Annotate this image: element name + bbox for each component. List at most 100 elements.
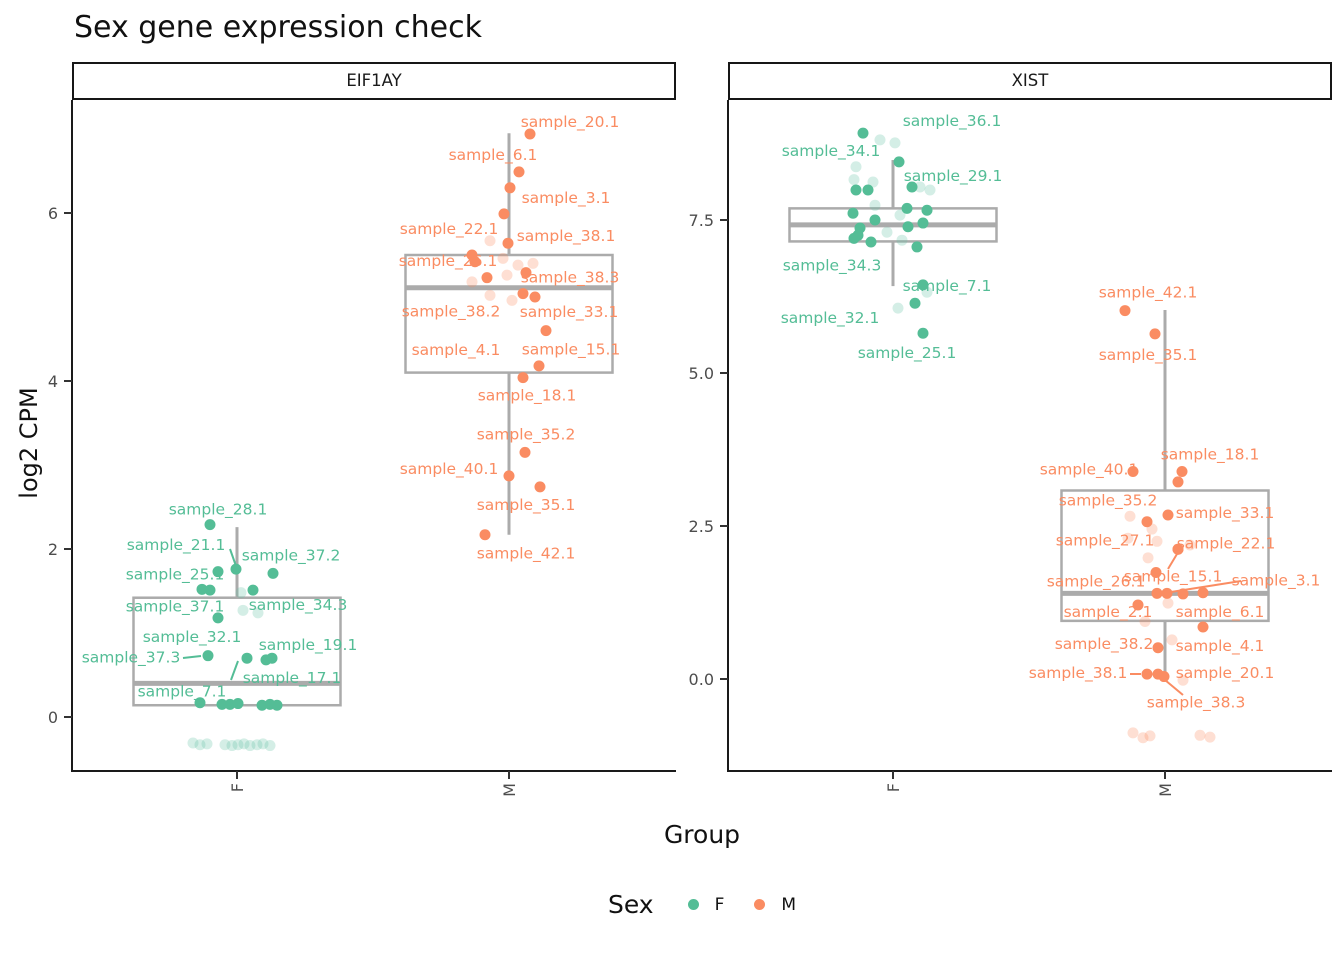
sample-label: sample_38.3 xyxy=(1147,694,1246,713)
data-point xyxy=(230,563,242,575)
data-point xyxy=(212,612,224,624)
data-point xyxy=(902,221,914,233)
data-point xyxy=(848,174,860,186)
y-tick-label: 4 xyxy=(48,372,58,391)
data-point xyxy=(1204,731,1216,743)
data-point xyxy=(1139,615,1151,627)
sample-label: sample_33.1 xyxy=(1176,504,1275,523)
legend: Sex F M xyxy=(60,890,1344,919)
x-axis-title: Group xyxy=(663,820,741,849)
plot-title: Sex gene expression check xyxy=(74,10,482,45)
data-point xyxy=(520,267,532,279)
data-point xyxy=(865,236,877,248)
data-point xyxy=(187,737,199,749)
sample-label: sample_22.1 xyxy=(400,220,499,239)
data-point xyxy=(1197,621,1209,633)
sample-label: sample_40.1 xyxy=(400,460,499,479)
sample-label: sample_3.1 xyxy=(1232,571,1321,590)
y-tick-label: 0 xyxy=(48,708,58,727)
label-leader-line xyxy=(229,548,237,567)
data-point xyxy=(267,567,279,579)
data-point xyxy=(892,302,904,314)
sample-label: sample_40.1 xyxy=(1040,461,1139,480)
boxplot-box xyxy=(1060,489,1270,623)
data-point xyxy=(226,740,238,752)
data-point xyxy=(527,257,539,269)
sample-label: sample_35.2 xyxy=(1059,492,1158,511)
data-point xyxy=(251,739,263,751)
data-point xyxy=(924,184,936,196)
data-point xyxy=(896,234,908,246)
data-point xyxy=(202,650,214,662)
sample-label: sample_28.1 xyxy=(169,501,268,520)
label-leader-line xyxy=(1167,553,1178,570)
data-point xyxy=(534,481,546,493)
data-point xyxy=(1151,535,1163,547)
data-point xyxy=(256,699,268,711)
data-point xyxy=(517,288,529,300)
data-point xyxy=(232,698,244,710)
data-point xyxy=(524,128,536,140)
data-point xyxy=(1142,552,1154,564)
data-point xyxy=(869,199,881,211)
data-point xyxy=(219,739,231,751)
sample-label: sample_21.1 xyxy=(127,536,226,555)
facet-strip-xist: XIST xyxy=(728,62,1332,100)
data-point xyxy=(917,279,929,291)
x-tick-label: F xyxy=(228,783,247,792)
y-tick-label: 6 xyxy=(48,204,58,223)
data-point xyxy=(204,584,216,596)
y-axis-title: log2 CPM xyxy=(15,387,43,499)
data-point xyxy=(201,738,213,750)
legend-entry-f-label: F xyxy=(714,894,725,915)
sample-label: sample_32.1 xyxy=(781,309,880,328)
sample-label: sample_29.1 xyxy=(904,167,1003,186)
sample-label: sample_27.1 xyxy=(1056,531,1155,550)
data-point xyxy=(850,161,862,173)
label-leader-line xyxy=(182,655,202,659)
sample-label: sample_38.2 xyxy=(1055,635,1154,654)
data-point xyxy=(224,698,236,710)
data-point xyxy=(481,272,493,284)
data-point xyxy=(497,252,509,264)
sample-label: sample_26.1 xyxy=(1047,573,1146,592)
sample-label: sample_33.1 xyxy=(520,303,619,322)
data-point xyxy=(1144,730,1156,742)
label-leader-line xyxy=(1170,580,1242,593)
data-point xyxy=(1152,642,1164,654)
sample-label: sample_38.1 xyxy=(517,227,616,246)
label-leader-line xyxy=(1164,679,1184,696)
data-point xyxy=(909,297,921,309)
sample-label: sample_3.1 xyxy=(522,189,611,208)
data-point xyxy=(850,184,862,196)
sample-label: sample_6.1 xyxy=(449,146,538,165)
data-point xyxy=(1158,671,1170,683)
sample-label: sample_7.1 xyxy=(903,277,992,296)
sample-label: sample_35.2 xyxy=(477,425,576,444)
sample-label: sample_6.1 xyxy=(1176,603,1265,622)
data-point xyxy=(862,184,874,196)
data-point xyxy=(244,740,256,752)
data-point xyxy=(519,446,531,458)
data-point xyxy=(271,699,283,711)
data-point xyxy=(869,214,881,226)
data-point xyxy=(1141,668,1153,680)
sample-label: sample_2.1 xyxy=(1064,603,1153,622)
data-point xyxy=(503,470,515,482)
data-point xyxy=(194,739,206,751)
sample-label: sample_17.1 xyxy=(243,669,342,688)
sample-label: sample_38.3 xyxy=(521,269,620,288)
sample-label: sample_25.1 xyxy=(126,566,225,585)
sample-label: sample_18.1 xyxy=(1161,446,1260,465)
data-point xyxy=(257,738,269,750)
sample-label: sample_37.3 xyxy=(82,649,181,668)
legend-title: Sex xyxy=(607,890,654,919)
data-point xyxy=(517,372,529,384)
data-point xyxy=(512,259,524,271)
data-point xyxy=(466,276,478,288)
data-point xyxy=(533,360,545,372)
data-point xyxy=(1161,587,1173,599)
data-point xyxy=(194,697,206,709)
